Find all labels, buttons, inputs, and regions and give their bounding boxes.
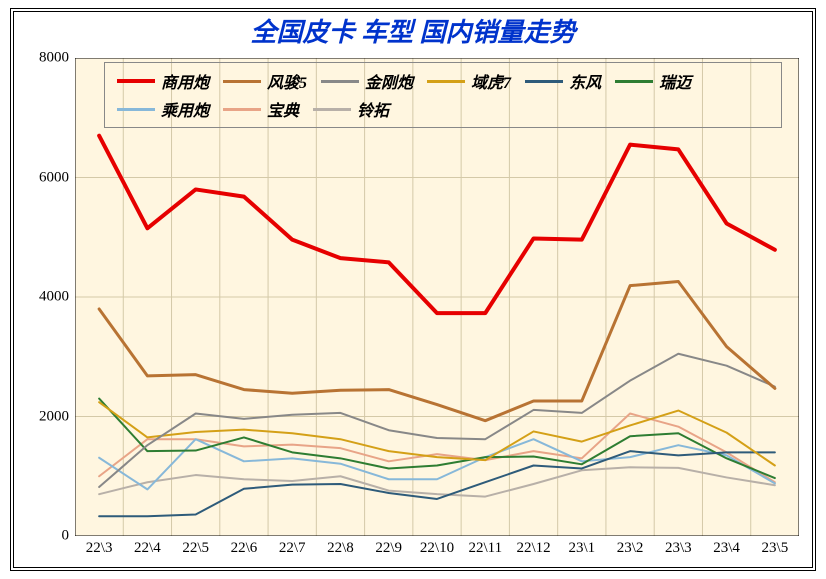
legend-swatch — [615, 80, 653, 83]
legend-swatch — [117, 108, 155, 111]
x-tick: 23\5 — [762, 536, 789, 557]
legend: 商用炮 风骏5 金刚炮 域虎7 东风 瑞迈乘用炮 宝典 铃拓 — [104, 62, 782, 128]
legend-label: 瑞迈 — [659, 69, 691, 93]
legend-item: 乘用炮 — [117, 97, 209, 121]
legend-item: 铃拓 — [313, 97, 389, 121]
x-tick: 23\4 — [713, 536, 740, 557]
chart-title: 全国皮卡 车型 国内销量走势 — [0, 12, 826, 49]
x-tick: 22\7 — [279, 536, 306, 557]
legend-item: 东风 — [525, 69, 601, 93]
legend-swatch — [427, 80, 465, 83]
legend-item: 金刚炮 — [321, 69, 413, 93]
legend-label: 铃拓 — [357, 97, 389, 121]
y-tick: 0 — [62, 528, 76, 545]
x-tick: 22\4 — [134, 536, 161, 557]
legend-swatch — [313, 108, 351, 111]
legend-label: 乘用炮 — [161, 97, 209, 121]
legend-label: 商用炮 — [161, 69, 209, 93]
legend-item: 风骏5 — [223, 69, 307, 93]
y-tick: 2000 — [39, 408, 75, 425]
x-tick: 22\8 — [327, 536, 354, 557]
x-tick: 23\3 — [665, 536, 692, 557]
legend-item: 瑞迈 — [615, 69, 691, 93]
legend-label: 风骏5 — [267, 69, 307, 93]
legend-swatch — [223, 108, 261, 111]
chart-frame: 全国皮卡 车型 国内销量走势 商用炮 风骏5 金刚炮 域虎7 东风 瑞迈乘用炮 宝典 铃拓 0… — [0, 0, 826, 579]
x-tick: 22\6 — [231, 536, 258, 557]
legend-label: 东风 — [569, 69, 601, 93]
x-tick: 22\12 — [516, 536, 550, 557]
chart-svg — [75, 58, 799, 536]
legend-swatch — [321, 80, 359, 83]
legend-swatch — [223, 80, 261, 83]
legend-swatch — [117, 79, 155, 83]
y-tick: 4000 — [39, 289, 75, 306]
y-tick: 6000 — [39, 169, 75, 186]
legend-swatch — [525, 80, 563, 83]
legend-label: 金刚炮 — [365, 69, 413, 93]
legend-item: 宝典 — [223, 97, 299, 121]
legend-item: 商用炮 — [117, 69, 209, 93]
plot-area: 商用炮风骏5金刚炮域虎7东风瑞迈乘用炮宝典铃拓 0200040006000800… — [75, 58, 799, 536]
x-tick: 22\5 — [182, 536, 209, 557]
legend-label: 域虎7 — [471, 69, 511, 93]
x-tick: 23\2 — [617, 536, 644, 557]
y-tick: 8000 — [39, 50, 75, 67]
legend-item: 域虎7 — [427, 69, 511, 93]
x-tick: 22\10 — [420, 536, 454, 557]
x-tick: 22\9 — [375, 536, 402, 557]
x-tick: 22\11 — [468, 536, 502, 557]
x-tick: 23\1 — [568, 536, 595, 557]
legend-label: 宝典 — [267, 97, 299, 121]
x-tick: 22\3 — [86, 536, 113, 557]
